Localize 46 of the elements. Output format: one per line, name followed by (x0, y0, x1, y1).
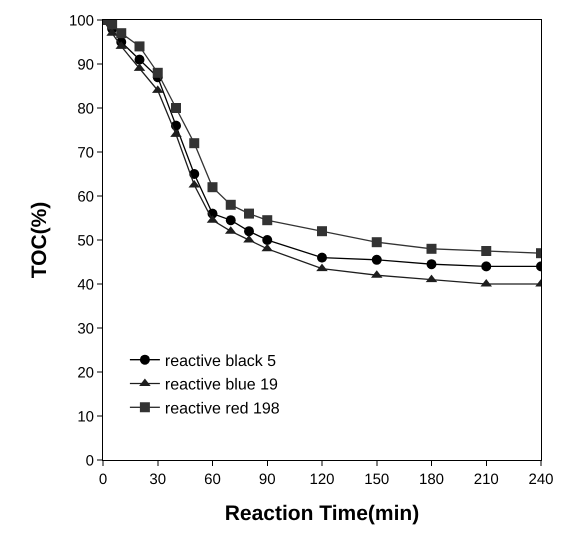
y-tick-label: 20 (77, 364, 94, 382)
y-tick-label: 80 (77, 100, 94, 118)
point (317, 226, 327, 236)
point (372, 254, 382, 265)
point (372, 237, 382, 248)
y-tick-label: 40 (77, 276, 94, 294)
point (226, 200, 236, 210)
point (107, 20, 118, 30)
y-tick-label: 100 (68, 12, 94, 30)
legend-label: reactive red 198 (164, 400, 280, 418)
legend-label: reactive black 5 (164, 352, 276, 370)
y-tick-label: 10 (77, 408, 94, 426)
point (134, 54, 144, 65)
point (481, 261, 492, 272)
y-axis-title: TOC(%) (28, 202, 52, 278)
point (426, 259, 436, 270)
y-tick-label: 90 (77, 56, 94, 74)
y-tick-label: 0 (86, 452, 94, 470)
point (262, 235, 272, 245)
x-tick-label: 210 (474, 471, 499, 488)
point (189, 138, 200, 148)
x-tick-label: 180 (418, 471, 444, 488)
y-tick-label: 70 (77, 144, 94, 162)
point (317, 252, 327, 263)
point (244, 208, 254, 219)
point (116, 28, 126, 38)
y-tick-label: 30 (77, 320, 94, 338)
point (152, 68, 163, 78)
x-tick-label: 150 (364, 471, 390, 488)
x-tick-label: 240 (528, 471, 554, 488)
point (262, 215, 272, 226)
y-tick-label: 60 (77, 188, 94, 206)
x-axis-title: Reaction Time(min) (224, 502, 420, 526)
point (481, 246, 492, 256)
x-tick-label: 120 (309, 471, 335, 488)
point (426, 244, 436, 254)
x-tick-label: 90 (258, 471, 276, 488)
point (208, 182, 218, 192)
x-tick-label: 30 (149, 471, 166, 488)
y-tick-label: 50 (77, 232, 94, 250)
x-tick-label: 0 (98, 471, 108, 488)
point (134, 41, 144, 52)
point (244, 226, 254, 236)
point (226, 215, 236, 226)
point (171, 103, 181, 113)
x-tick-label: 60 (204, 471, 221, 488)
